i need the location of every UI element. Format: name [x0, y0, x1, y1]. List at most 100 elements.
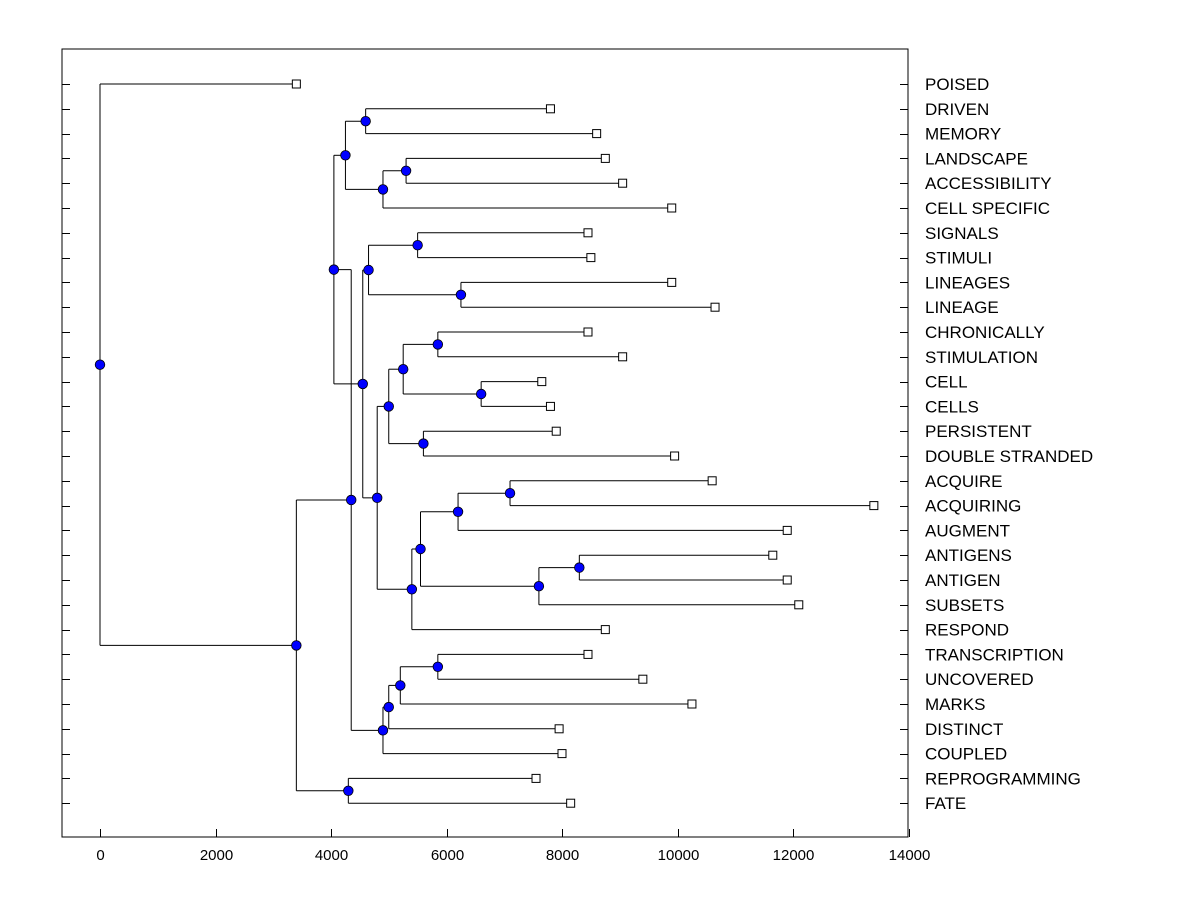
- leaf-marker: [710, 302, 720, 312]
- merge-node: [574, 562, 585, 573]
- merge-node: [400, 165, 412, 177]
- leaf-label: ACQUIRE: [925, 472, 1002, 491]
- x-tick-label: 8000: [546, 847, 579, 864]
- x-tick-label: 0: [96, 847, 104, 864]
- leaf-marker: [586, 253, 596, 263]
- leaf-marker: [583, 327, 593, 337]
- merge-node: [432, 339, 444, 350]
- leaf-marker: [782, 525, 792, 535]
- merge-node: [357, 378, 368, 390]
- leaf-label: TRANSCRIPTION: [925, 645, 1064, 664]
- merge-node: [455, 289, 467, 301]
- leaf-label: RESPOND: [925, 621, 1009, 640]
- leaf-label: COUPLED: [925, 745, 1007, 764]
- leaf-marker: [583, 228, 593, 238]
- merge-node: [372, 492, 383, 504]
- leaf-label: DRIVEN: [925, 100, 989, 119]
- leaf-marker: [618, 178, 628, 188]
- leaf-marker: [592, 129, 602, 139]
- merge-node: [397, 364, 409, 375]
- merge-node: [346, 494, 357, 506]
- merge-node: [340, 150, 351, 161]
- merge-node: [533, 581, 545, 592]
- leaf-marker: [557, 749, 567, 759]
- merge-node: [418, 438, 429, 449]
- merge-node: [291, 640, 302, 651]
- leaf-label: AUGMENT: [925, 521, 1010, 540]
- leaf-label: STIMULATION: [925, 348, 1038, 367]
- leaf-marker: [707, 476, 717, 486]
- x-tick-label: 14000: [889, 847, 931, 864]
- leaf-label: SUBSETS: [925, 596, 1004, 615]
- y-axis-ticks: [62, 84, 908, 804]
- leaf-label: LINEAGES: [925, 273, 1010, 292]
- leaf-marker: [583, 649, 593, 659]
- merge-node: [452, 506, 464, 518]
- leaf-label: POISED: [925, 75, 989, 94]
- leaf-marker: [551, 426, 561, 436]
- leaf-marker: [291, 79, 301, 89]
- merge-node: [360, 115, 371, 127]
- merge-node: [328, 264, 340, 275]
- x-tick-label: 12000: [773, 847, 815, 864]
- leaf-label: DOUBLE STRANDED: [925, 447, 1093, 466]
- leaf-label: REPROGRAMMING: [925, 769, 1081, 788]
- leaf-marker: [537, 377, 547, 387]
- leaf-label: ANTIGEN: [925, 571, 1001, 590]
- plot-frame: [61, 48, 909, 838]
- x-axis: 0 2000 4000 6000 8000 10000 12000 14000: [96, 829, 930, 864]
- merge-node: [412, 239, 423, 251]
- leaf-label: CELL SPECIFIC: [925, 199, 1050, 218]
- leaf-label: MARKS: [925, 695, 985, 714]
- x-tick-label: 6000: [431, 847, 464, 864]
- leaf-marker: [670, 451, 680, 461]
- leaf-labels: POISED DRIVEN MEMORY LANDSCAPE ACCESSIBILITY…: [925, 75, 1093, 813]
- leaf-marker: [600, 153, 610, 163]
- merge-node: [383, 401, 394, 412]
- leaf-label: LANDSCAPE: [925, 149, 1028, 168]
- merge-node: [395, 680, 406, 691]
- leaf-marker: [667, 203, 677, 213]
- leaf-markers: [291, 79, 879, 808]
- leaf-marker: [794, 600, 804, 610]
- merge-node: [432, 661, 444, 673]
- merge-node: [343, 785, 354, 797]
- merge-node: [363, 264, 374, 276]
- leaf-label: MEMORY: [925, 125, 1001, 144]
- merge-node: [415, 543, 426, 555]
- leaf-label: ACQUIRING: [925, 497, 1021, 516]
- leaf-marker: [667, 277, 677, 287]
- merge-node: [377, 184, 389, 195]
- leaf-marker: [531, 773, 541, 783]
- leaf-label: LINEAGE: [925, 298, 999, 317]
- leaf-marker: [618, 352, 628, 362]
- leaf-label: CELLS: [925, 397, 979, 416]
- leaf-marker: [566, 798, 576, 808]
- leaf-marker: [869, 501, 879, 511]
- leaf-marker: [600, 625, 610, 635]
- leaf-marker: [782, 575, 792, 585]
- leaf-label: FATE: [925, 794, 966, 813]
- leaf-label: CELL: [925, 373, 968, 392]
- leaf-marker: [554, 724, 564, 734]
- leaf-label: ACCESSIBILITY: [925, 174, 1052, 193]
- leaf-label: PERSISTENT: [925, 422, 1032, 441]
- merge-node: [475, 388, 487, 400]
- merge-node: [94, 359, 106, 370]
- leaf-marker: [768, 550, 778, 560]
- leaf-label: CHRONICALLY: [925, 323, 1045, 342]
- x-tick-label: 2000: [200, 847, 233, 864]
- leaf-label: DISTINCT: [925, 720, 1003, 739]
- merge-node: [504, 488, 516, 499]
- x-tick-label: 10000: [658, 847, 700, 864]
- leaf-marker: [687, 699, 697, 709]
- merge-node: [406, 584, 418, 595]
- leaf-label: ANTIGENS: [925, 546, 1012, 565]
- leaf-label: SIGNALS: [925, 224, 999, 243]
- merge-node: [383, 701, 394, 713]
- leaf-label: UNCOVERED: [925, 670, 1034, 689]
- dendrogram-branches: [99, 83, 874, 804]
- x-tick-label: 4000: [315, 847, 348, 864]
- leaf-label: STIMULI: [925, 249, 992, 268]
